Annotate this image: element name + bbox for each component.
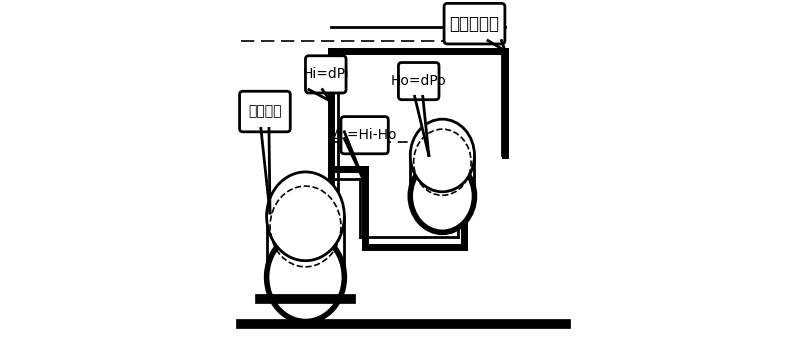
Ellipse shape (266, 172, 345, 261)
Text: 电气导管: 电气导管 (249, 104, 282, 119)
Text: Hi=dPi: Hi=dPi (303, 67, 349, 81)
FancyBboxPatch shape (306, 56, 346, 93)
Polygon shape (345, 132, 365, 183)
FancyBboxPatch shape (341, 117, 388, 154)
Ellipse shape (410, 119, 475, 192)
Polygon shape (309, 90, 331, 101)
Ellipse shape (410, 160, 475, 232)
Text: 液体连通管: 液体连通管 (449, 15, 500, 33)
Polygon shape (488, 41, 505, 51)
FancyBboxPatch shape (444, 3, 505, 44)
Text: Ho=dPo: Ho=dPo (391, 74, 446, 88)
Polygon shape (261, 128, 270, 213)
FancyBboxPatch shape (240, 91, 291, 132)
Ellipse shape (266, 233, 345, 321)
Polygon shape (415, 96, 429, 155)
Text: Δ =Hi-Ho: Δ =Hi-Ho (332, 128, 396, 142)
FancyBboxPatch shape (399, 63, 439, 100)
